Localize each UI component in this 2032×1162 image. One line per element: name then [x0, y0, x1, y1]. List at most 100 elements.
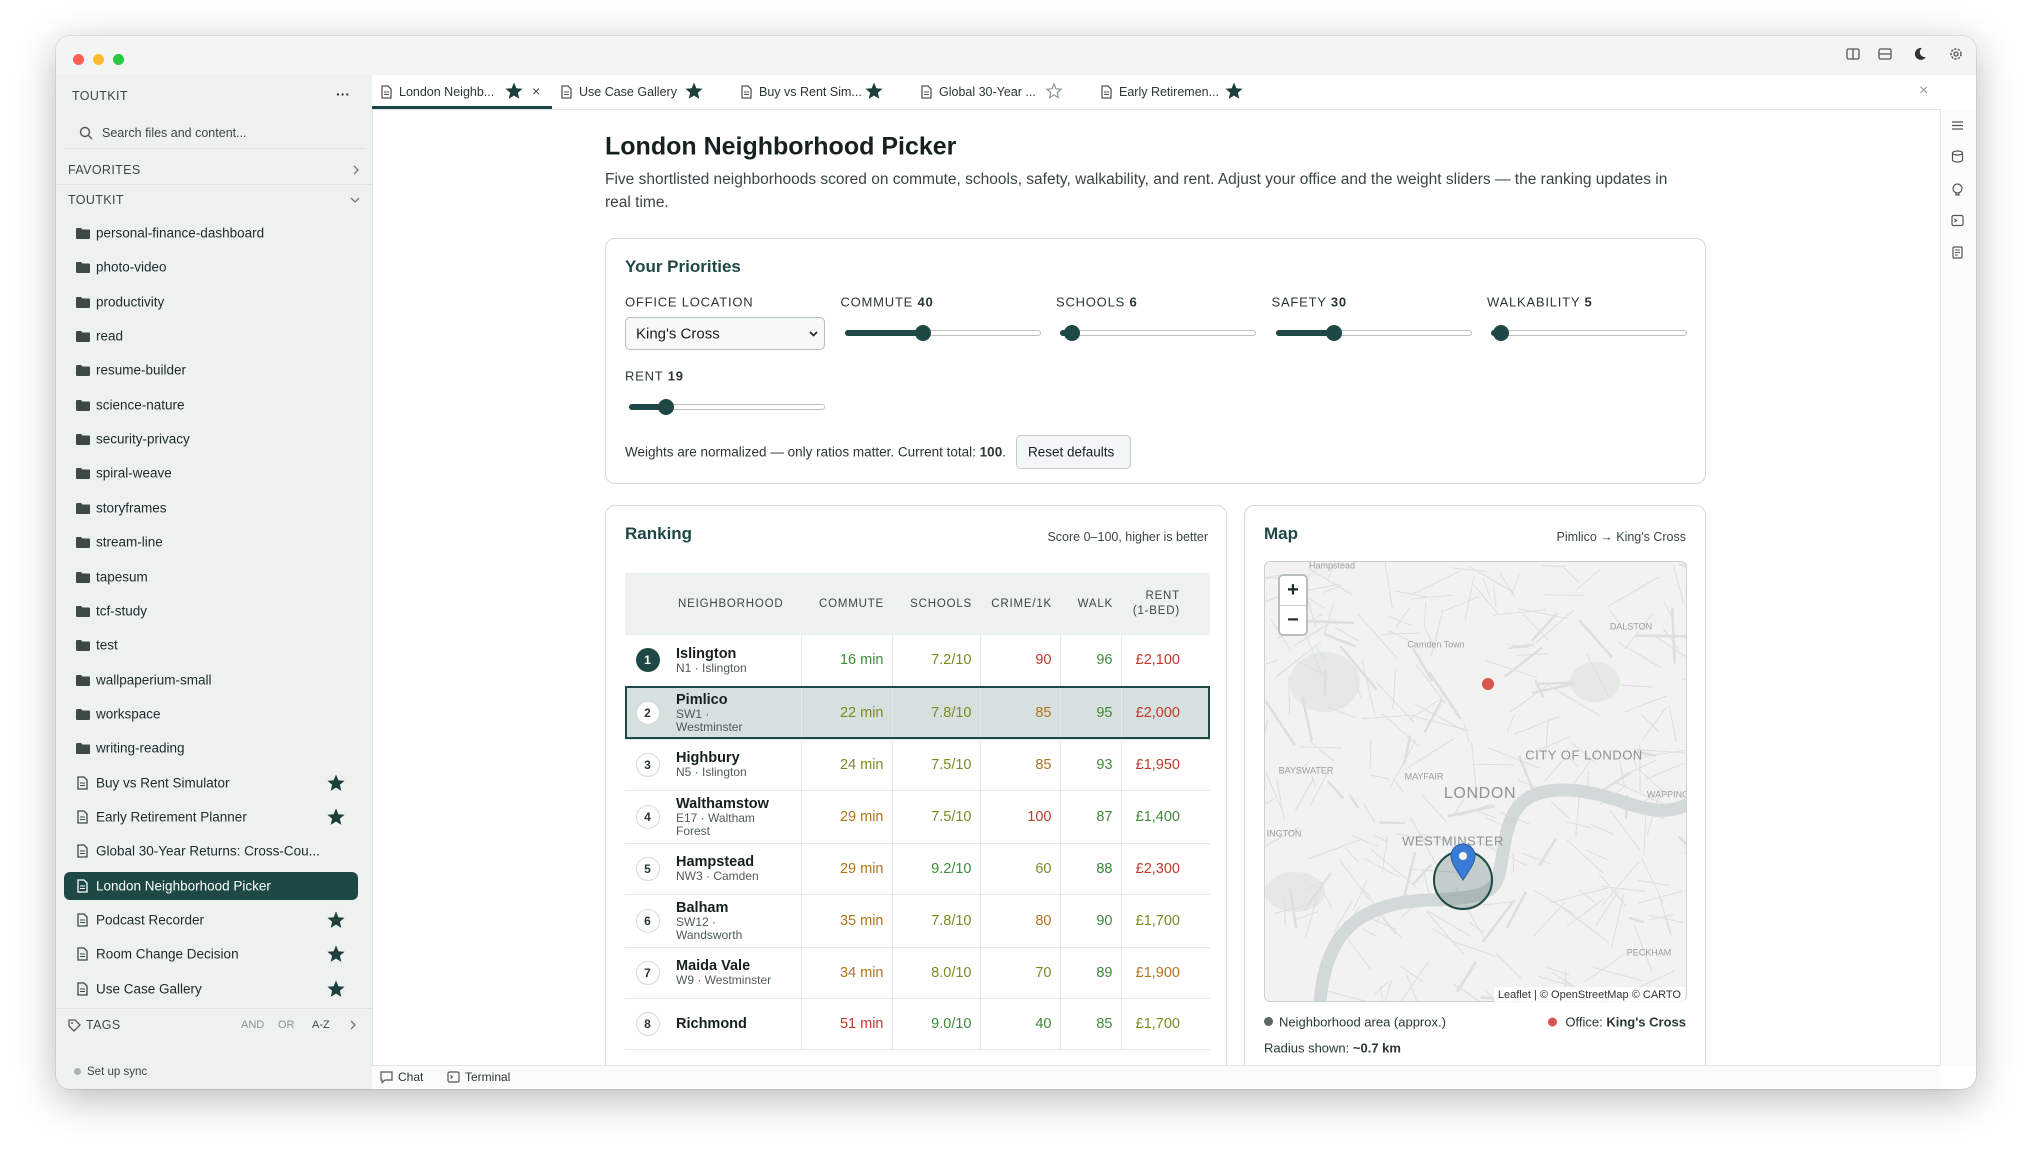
sidebar-item-label[interactable]: Buy vs Rent Simulator [96, 775, 230, 791]
ranking-row[interactable]: 6 Balham SW12 · Wandsworth 35 min 7.8/10 80 90… [625, 894, 1210, 948]
search-box[interactable] [64, 118, 364, 149]
sidebar-item-label[interactable]: Global 30-Year Returns: Cross-Cou... [96, 843, 320, 859]
sidebar-item-label[interactable]: science-nature [96, 397, 185, 413]
crime-cell: 85 [979, 739, 1060, 791]
slider-thumb[interactable] [1063, 325, 1080, 341]
chat-button[interactable]: Chat [398, 1070, 424, 1084]
sidebar-item-label[interactable]: productivity [96, 294, 165, 310]
slider-thumb[interactable] [1492, 325, 1509, 341]
zoom-out[interactable]: − [1280, 606, 1306, 634]
rail-icon[interactable] [1951, 149, 1964, 163]
zoom-in-label[interactable]: + [1287, 579, 1299, 601]
office-select-value[interactable]: King's Cross [636, 325, 720, 343]
tab[interactable] [372, 75, 552, 109]
star-icon[interactable] [1045, 82, 1063, 99]
sidebar-item-label[interactable]: Early Retirement Planner [96, 809, 247, 825]
ranking-row[interactable]: 1 Islington N1 · Islington 16 min 7.2/10 90 96… [625, 635, 1210, 687]
sidebar-item-label[interactable]: read [96, 328, 124, 344]
star-icon[interactable] [327, 808, 345, 825]
sidebar-item-label[interactable]: photo-video [96, 259, 167, 275]
slider-track[interactable] [1491, 330, 1687, 336]
rank-badge: 7 [635, 960, 660, 985]
tab-label[interactable]: Global 30-Year ... [939, 85, 1036, 99]
star-icon[interactable] [505, 82, 523, 99]
sidebar-item-label[interactable]: London Neighborhood Picker [96, 878, 271, 894]
header-cell: COMMUTE [818, 597, 884, 610]
star-icon[interactable] [1225, 82, 1243, 99]
slider-thumb[interactable] [1326, 325, 1343, 341]
sidebar-item-label[interactable]: Use Case Gallery [96, 981, 202, 997]
sidebar-item-label[interactable]: test [96, 637, 118, 653]
sidebar-item-label[interactable]: tcf-study [96, 603, 148, 619]
tag-sort[interactable]: A-Z [312, 1019, 330, 1031]
ranking-row[interactable]: 7 Maida Vale W9 · Westminster 34 min 8.0/10 7… [625, 947, 1210, 999]
star-icon[interactable] [685, 82, 703, 99]
sidebar-item-label[interactable]: workspace [96, 706, 161, 722]
reset-button[interactable]: Reset defaults [1016, 435, 1131, 469]
crime-cell: 60 [979, 843, 1060, 895]
sidebar-item-label[interactable]: storyframes [96, 500, 167, 516]
name-cell: Walthamstow E17 · Waltham Forest [670, 790, 801, 844]
sidebar-item-label[interactable]: resume-builder [96, 362, 187, 378]
zoom-in[interactable]: + [1280, 576, 1306, 606]
toolbar-icon[interactable] [1878, 47, 1892, 61]
star-icon[interactable] [327, 774, 345, 791]
toolbar-icon[interactable] [1949, 47, 1963, 61]
sidebar-item-label[interactable]: writing-reading [96, 740, 185, 756]
rail-icon[interactable] [1951, 214, 1964, 227]
zoom-out-label[interactable]: − [1287, 609, 1299, 631]
rank-cell: 1 [625, 635, 670, 687]
window-control[interactable] [93, 54, 104, 65]
tab-label[interactable]: Buy vs Rent Sim... [759, 85, 862, 99]
sidebar-item-label[interactable]: Room Change Decision [96, 946, 239, 962]
tag-and[interactable]: AND [241, 1019, 265, 1031]
sidebar-item-label[interactable]: security-privacy [96, 431, 190, 447]
rail-icon[interactable] [1951, 119, 1964, 132]
ranking-row[interactable]: 2 Pimlico SW1 · Westminster 22 min 7.8/10 85 9… [625, 686, 1210, 740]
toolbar-icon[interactable] [1913, 47, 1927, 61]
tab-label[interactable]: London Neighb... [399, 85, 495, 99]
score-cell [1188, 947, 1210, 999]
star-icon[interactable] [865, 82, 883, 99]
window-control[interactable] [73, 54, 84, 65]
map-view[interactable]: Hampstead Camden Town DALSTON BAYSWATER MAYF… [1264, 561, 1687, 1002]
sidebar-item-label[interactable]: wallpaperium-small [96, 672, 212, 688]
tab-label[interactable]: Use Case Gallery [579, 85, 677, 99]
rail-icon[interactable] [1951, 245, 1964, 259]
tab-label[interactable]: Early Retiremen... [1119, 85, 1220, 99]
slider-track[interactable] [1060, 330, 1256, 336]
reset-button-label[interactable]: Reset defaults [1028, 444, 1115, 460]
workspace-menu[interactable]: ··· [336, 86, 350, 102]
sidebar-item[interactable] [64, 871, 358, 900]
toolbar-icon[interactable] [1846, 47, 1860, 61]
slider-thumb[interactable] [914, 325, 931, 341]
schools-cell: 7.2/10 [891, 635, 980, 687]
office-select[interactable]: King's Cross [625, 317, 825, 350]
sidebar-item-label[interactable]: tapesum [96, 569, 148, 584]
star-icon[interactable] [327, 911, 345, 928]
sync-link[interactable]: Set up sync [87, 1066, 148, 1078]
sidebar-item-label[interactable]: Podcast Recorder [96, 912, 205, 928]
slider-thumb[interactable] [658, 399, 675, 415]
terminal-button[interactable]: Terminal [465, 1070, 511, 1084]
ranking-row[interactable]: 8 Richmond 51 min 9.0/10 40 85 £1,700 [625, 998, 1210, 1050]
file-icon [77, 947, 88, 961]
sidebar-item-label[interactable]: spiral-weave [96, 465, 172, 481]
rail-icon[interactable] [1951, 182, 1964, 196]
sidebar-item-label[interactable]: personal-finance-dashboard [96, 225, 265, 241]
ranking-row[interactable]: 3 Highbury N5 · Islington 24 min 7.5/10 85 93 £… [625, 739, 1210, 791]
location-pin[interactable] [1450, 843, 1476, 881]
tab-close[interactable]: × [532, 83, 541, 99]
ranking-row[interactable]: 5 Hampstead NW3 · Camden 29 min 9.2/10 60 88 £2… [625, 843, 1210, 895]
favorites-row[interactable] [56, 156, 372, 185]
sidebar-item-label[interactable]: stream-line [96, 534, 163, 550]
star-icon[interactable] [327, 945, 345, 963]
close-all-tabs[interactable]: × [1919, 82, 1929, 99]
star-icon[interactable] [327, 980, 345, 997]
card-heading: Your Priorities [625, 257, 741, 276]
window-control[interactable] [113, 54, 124, 65]
ranking-row[interactable]: 4 Walthamstow E17 · Waltham Forest 29 min 7.… [625, 790, 1210, 844]
slider-fill [1275, 330, 1335, 336]
attribution-text[interactable]: Leaflet | © OpenStreetMap © CARTO [1497, 989, 1681, 1001]
tag-or[interactable]: OR [278, 1019, 295, 1031]
